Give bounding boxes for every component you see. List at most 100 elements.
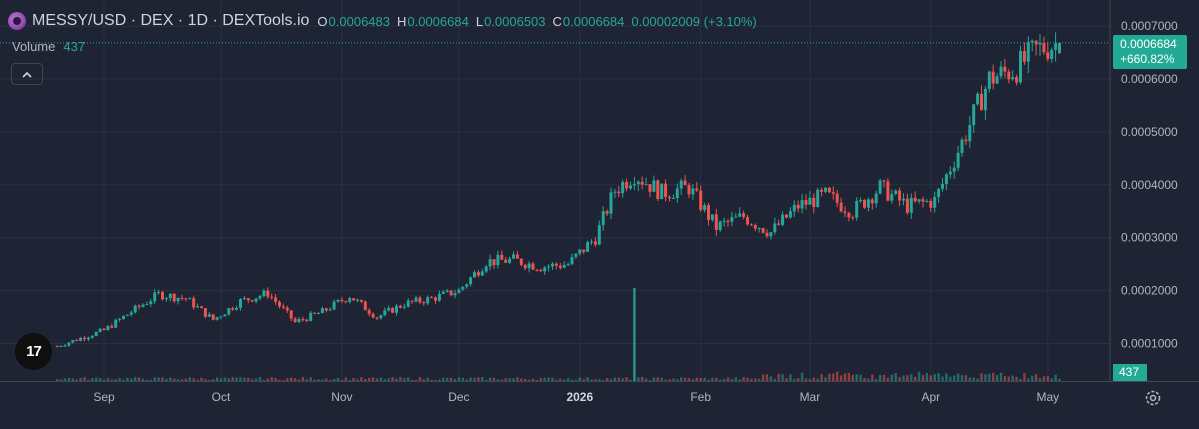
volume-bar <box>98 378 102 381</box>
candle-body <box>863 199 866 208</box>
candle-body <box>632 184 636 186</box>
candle-body <box>566 264 570 266</box>
symbol-title[interactable]: MESSY/USD · DEX · 1D · DEXTools.io <box>32 12 310 29</box>
volume-bar <box>180 379 184 381</box>
volume-bar <box>149 379 152 381</box>
volume-bar <box>208 379 211 381</box>
volume-bar <box>184 378 188 381</box>
candle-body <box>726 220 730 222</box>
candle-body <box>749 224 753 226</box>
candle-body <box>890 193 894 201</box>
volume-bar <box>687 378 691 381</box>
candle-body <box>219 316 223 318</box>
volume-bar <box>368 377 371 381</box>
volume-bar <box>847 372 851 381</box>
candle-body <box>79 337 83 341</box>
volume-bar <box>410 379 414 381</box>
volume-bar <box>204 378 207 381</box>
candle-body <box>956 152 960 168</box>
volume-bar <box>527 379 531 381</box>
volume-bar <box>192 378 195 381</box>
candle-body <box>309 312 313 321</box>
candle-body <box>67 342 71 346</box>
volume-bar <box>71 378 74 381</box>
candle-body <box>512 254 515 259</box>
candle-body <box>804 200 808 205</box>
volume-legend: Volume 437 <box>12 39 85 54</box>
volume-bar <box>941 376 944 381</box>
volume-bar <box>824 377 827 381</box>
candle-body <box>937 188 941 197</box>
tradingview-logo[interactable]: 17 <box>15 333 52 370</box>
candle-body <box>902 198 905 201</box>
volume-bar <box>317 379 320 381</box>
candle-body <box>523 264 527 269</box>
y-tick-label: 0.0007000 <box>1121 19 1178 33</box>
candle-body <box>332 301 336 310</box>
volume-bar <box>617 377 620 381</box>
volume-bar <box>586 377 589 381</box>
volume-bar <box>933 373 936 381</box>
volume-bar <box>449 377 453 381</box>
candle-body <box>180 297 184 299</box>
volume-bar <box>800 372 804 381</box>
candle-body <box>348 298 352 302</box>
volume-bar <box>492 377 496 381</box>
gear-icon[interactable] <box>1143 388 1163 408</box>
volume-bar <box>734 377 737 381</box>
volume-bar <box>344 377 347 381</box>
candle-body <box>188 298 192 300</box>
candle-body <box>1030 40 1034 43</box>
volume-bar <box>551 377 554 381</box>
candle-body <box>110 325 114 328</box>
candle-body <box>976 93 980 105</box>
candle-body <box>1058 42 1061 54</box>
volume-bar <box>968 377 971 381</box>
candle-body <box>414 297 418 302</box>
volume-bar <box>871 374 874 381</box>
volume-bar <box>875 378 878 381</box>
volume-bar <box>442 377 445 381</box>
volume-bar <box>953 375 956 381</box>
volume-bar <box>637 377 640 381</box>
candle-body <box>1026 42 1030 62</box>
candle-body <box>722 220 726 222</box>
candle-body <box>699 190 703 211</box>
candle-body <box>340 299 344 302</box>
volume-bar <box>925 373 929 381</box>
volume-bar <box>578 377 581 381</box>
candle-body <box>192 298 196 308</box>
candle-body <box>352 298 356 301</box>
candle-body <box>71 340 75 343</box>
candle-body <box>597 225 601 245</box>
volume-bar <box>157 377 160 381</box>
volume-bar <box>130 378 133 381</box>
candle-body <box>149 301 153 305</box>
candle-body <box>636 181 640 185</box>
volume-bar <box>91 378 94 381</box>
candle-body <box>430 297 434 299</box>
candle-body <box>391 307 395 313</box>
volume-bar <box>239 377 242 381</box>
volume-bar <box>161 377 164 381</box>
candle-body <box>629 185 632 189</box>
y-tick-label: 0.0006000 <box>1121 72 1178 86</box>
collapse-legend-button[interactable] <box>11 63 43 85</box>
volume-bar <box>95 377 98 381</box>
candle-body <box>504 259 508 263</box>
candle-body <box>816 189 820 208</box>
candle-body <box>356 299 359 301</box>
candle-body <box>683 180 687 186</box>
candle-body <box>161 292 164 300</box>
volume-bar <box>126 377 129 381</box>
candle-body <box>83 337 86 340</box>
candle-body <box>387 307 391 311</box>
volume-bar <box>504 378 507 381</box>
candle-body <box>289 310 293 319</box>
volume-bar <box>1042 376 1046 381</box>
volume-bar <box>274 378 277 381</box>
x-tick-label: 2026 <box>566 390 593 404</box>
volume-bar <box>582 379 585 381</box>
candle-body <box>250 300 254 302</box>
